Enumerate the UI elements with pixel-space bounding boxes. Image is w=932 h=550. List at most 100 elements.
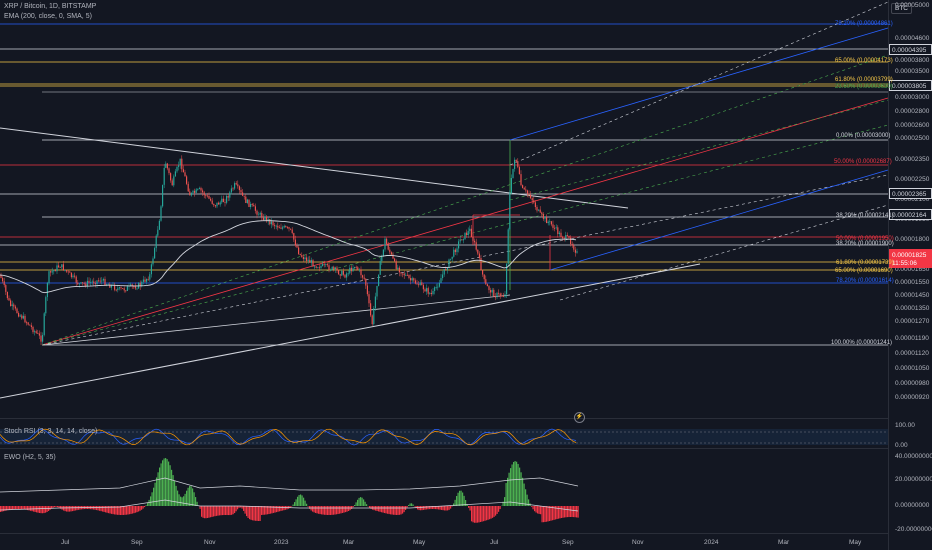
- ewo-bar: [252, 506, 254, 521]
- candle-body: [93, 281, 95, 284]
- stoch-d-line[interactable]: [0, 428, 577, 446]
- trend-line[interactable]: [41, 97, 889, 346]
- trend-line[interactable]: [41, 124, 889, 346]
- candle-body: [382, 249, 384, 256]
- candle-body: [187, 183, 189, 192]
- ewo-bar: [183, 496, 185, 506]
- candle-body: [566, 234, 568, 236]
- ewo-bar: [445, 506, 447, 511]
- ewo-bar: [141, 506, 143, 510]
- ewo-bar: [261, 506, 263, 515]
- fib-level-label[interactable]: 50.00% (0.00001950): [836, 236, 894, 242]
- ewo-legend[interactable]: EWO (H2, 5, 35): [4, 454, 56, 461]
- ewo-bar: [123, 506, 125, 515]
- fib-level-label[interactable]: 65.00% (0.00004173): [835, 58, 893, 64]
- ewo-bar: [381, 506, 383, 513]
- ema-line[interactable]: [0, 220, 577, 294]
- candle-body: [314, 266, 316, 268]
- trend-line[interactable]: [41, 294, 511, 346]
- symbol-legend[interactable]: XRP / Bitcoin, 1D, BITSTAMP: [4, 3, 97, 10]
- ewo-bar: [211, 506, 213, 517]
- fib-level-label[interactable]: 0.00% (0.00003000): [836, 133, 891, 139]
- trend-line[interactable]: [0, 263, 701, 399]
- trend-line[interactable]: [41, 54, 889, 346]
- candle-body: [37, 332, 39, 334]
- trend-line[interactable]: [509, 27, 889, 141]
- ewo-bar: [505, 483, 507, 506]
- ewo-bar: [397, 506, 399, 515]
- candle-body: [394, 258, 396, 262]
- candle-body: [451, 256, 453, 259]
- currency-badge[interactable]: BTC: [891, 3, 912, 14]
- price-tick-label: 0.00002350: [895, 156, 930, 163]
- candle-body: [56, 265, 58, 272]
- time-axis-label: 2023: [274, 539, 289, 546]
- candle-body: [88, 280, 90, 283]
- candle-body: [296, 245, 298, 248]
- candle-body: [190, 192, 192, 196]
- ewo-bar: [528, 499, 530, 506]
- ewo-bar: [493, 506, 495, 517]
- ewo-bar: [225, 506, 227, 515]
- trend-line[interactable]: [549, 169, 889, 271]
- candle-body: [347, 273, 349, 275]
- price-tick-label: 0.00003000: [895, 94, 930, 101]
- ewo-bar: [168, 461, 170, 506]
- candle-body: [533, 200, 535, 203]
- trend-line[interactable]: [509, 99, 889, 201]
- candle-body: [19, 315, 21, 317]
- candle-body: [334, 267, 336, 270]
- stoch-k-line[interactable]: [0, 428, 577, 446]
- candle-body: [464, 232, 466, 240]
- trend-line[interactable]: [0, 127, 629, 209]
- price-tag[interactable]: 0.00002365: [889, 188, 932, 199]
- pane-divider[interactable]: [0, 418, 888, 419]
- ewo-bar: [477, 506, 479, 523]
- candle-body: [499, 293, 501, 296]
- candle-body: [432, 290, 434, 295]
- price-tag[interactable]: 0.00003805: [889, 80, 932, 91]
- ewo-bar: [364, 501, 366, 506]
- candle-body: [386, 238, 388, 244]
- ema-legend[interactable]: EMA (200, close, 0, SMA, 5): [4, 13, 92, 20]
- fib-level-label[interactable]: 100.00% (0.00001241): [831, 340, 893, 346]
- candle-body: [517, 161, 519, 168]
- price-tag[interactable]: 0.00004395: [889, 44, 932, 55]
- price-scale[interactable]: [888, 0, 932, 550]
- fib-level-label[interactable]: 23.60% (0.00003630): [835, 84, 893, 90]
- ewo-bar: [340, 506, 342, 514]
- ewo-bar: [499, 506, 501, 510]
- price-tag[interactable]: 11:55:06: [889, 257, 932, 268]
- fib-level-label[interactable]: 61.80% (0.00003799): [835, 77, 893, 83]
- ewo-bar: [426, 506, 428, 510]
- price-tag[interactable]: 0.00002164: [889, 209, 932, 220]
- candle-body: [173, 176, 175, 186]
- trend-line[interactable]: [41, 174, 889, 346]
- candle-body: [530, 194, 532, 199]
- candle-body: [77, 282, 79, 285]
- fib-level-label[interactable]: 61.80% (0.00001739): [836, 260, 894, 266]
- fib-level-label[interactable]: 78.20% (0.00001614): [836, 278, 894, 284]
- ewo-bar: [196, 501, 198, 506]
- fib-level-label[interactable]: 78.20% (0.00004861): [835, 21, 893, 27]
- fib-level-label[interactable]: 50.00% (0.00002687): [834, 159, 892, 165]
- fib-level-label[interactable]: 38.20% (0.00001900): [836, 241, 894, 247]
- ewo-bar: [354, 504, 356, 506]
- candle-body: [134, 286, 136, 289]
- fib-level-label[interactable]: 38.20% (0.00002141): [836, 213, 894, 219]
- ewo-bar: [111, 506, 113, 514]
- stoch-rsi-legend[interactable]: Stoch RSI (3, 3, 14, 14, close): [4, 428, 98, 435]
- trend-line[interactable]: [559, 204, 889, 301]
- candle-body: [210, 198, 212, 201]
- trend-line[interactable]: [509, 1, 889, 166]
- fib-level-label[interactable]: 65.00% (0.00001690): [835, 268, 893, 274]
- pane-divider[interactable]: [0, 448, 888, 449]
- ewo-bar: [108, 506, 110, 514]
- ewo-bar: [69, 506, 71, 512]
- ewo-bar: [382, 506, 384, 513]
- ewo-bar: [351, 506, 353, 509]
- ewo-bar: [163, 458, 165, 506]
- lightning-icon[interactable]: ⚡: [574, 412, 585, 423]
